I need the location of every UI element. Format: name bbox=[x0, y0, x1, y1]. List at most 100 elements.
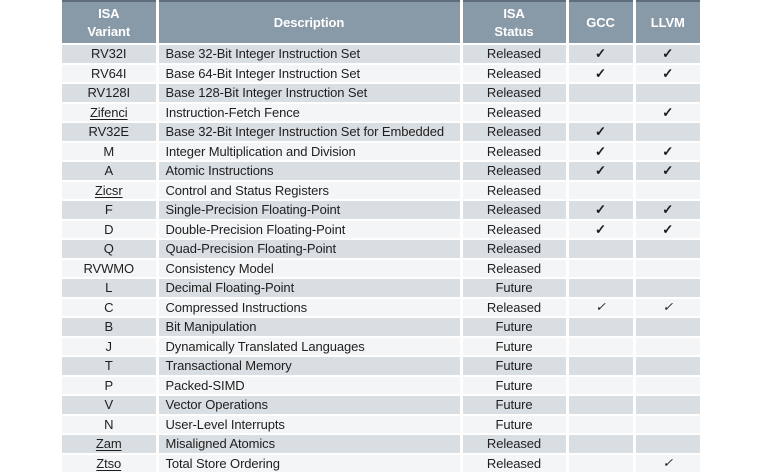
status-cell: Released bbox=[461, 141, 569, 162]
gcc-check-cell bbox=[567, 102, 636, 123]
column-header-isa-variant: ISA Variant bbox=[62, 1, 159, 45]
description-cell: Single-Precision Floating-Point bbox=[157, 200, 463, 221]
status-cell: Released bbox=[461, 102, 569, 123]
description-cell: Total Store Ordering bbox=[157, 453, 463, 474]
isa-variant-cell: Q bbox=[62, 239, 159, 260]
llvm-check-cell bbox=[634, 278, 700, 299]
description-cell: Dynamically Translated Languages bbox=[157, 336, 463, 357]
table-row: Zicsr Control and Status Registers Relea… bbox=[62, 180, 700, 201]
description-cell: Transactional Memory bbox=[157, 356, 463, 377]
check-icon: ✓ bbox=[662, 455, 673, 470]
check-icon: ✓ bbox=[594, 65, 607, 81]
llvm-check-cell bbox=[634, 180, 700, 201]
isa-variant-label: M bbox=[103, 143, 115, 159]
description-cell: Bit Manipulation bbox=[157, 317, 463, 338]
isa-variant-label: B bbox=[104, 319, 114, 335]
isa-variants-table: ISA Variant Description ISA Status GCC L… bbox=[62, 0, 700, 474]
gcc-check-cell bbox=[567, 278, 636, 299]
check-icon: ✓ bbox=[594, 202, 607, 218]
isa-variant-label: RV32E bbox=[88, 124, 130, 140]
table-row: L Decimal Floating-Point Future bbox=[62, 278, 700, 299]
isa-variant-label: Q bbox=[103, 241, 114, 257]
check-icon: ✓ bbox=[662, 221, 674, 237]
description-cell: Atomic Instructions bbox=[157, 161, 463, 182]
table-row: RVWMO Consistency Model Released bbox=[62, 258, 700, 279]
status-cell: Future bbox=[461, 278, 569, 299]
gcc-check-cell bbox=[567, 414, 636, 435]
gcc-check-cell: ✓ bbox=[567, 200, 636, 221]
table-row: C Compressed Instructions Released ✓ ✓ bbox=[62, 297, 700, 318]
status-cell: Future bbox=[461, 375, 569, 396]
gcc-check-cell bbox=[567, 395, 636, 416]
isa-variant-label: RV32I bbox=[91, 46, 127, 62]
table-row: V Vector Operations Future bbox=[62, 395, 700, 416]
llvm-check-cell: ✓ bbox=[634, 102, 700, 123]
gcc-check-cell bbox=[567, 239, 636, 260]
description-cell: Consistency Model bbox=[157, 258, 463, 279]
llvm-check-cell bbox=[634, 317, 700, 338]
table-row: N User-Level Interrupts Future bbox=[62, 414, 700, 435]
table-row: Zifenci Instruction-Fetch Fence Released… bbox=[62, 102, 700, 123]
table-row: A Atomic Instructions Released ✓ ✓ bbox=[62, 161, 700, 182]
gcc-check-cell bbox=[567, 180, 636, 201]
table-row: RV128I Base 128-Bit Integer Instruction … bbox=[62, 83, 700, 104]
table-row: Zam Misaligned Atomics Released bbox=[62, 434, 700, 455]
check-icon: ✓ bbox=[594, 163, 607, 179]
llvm-check-cell: ✓ bbox=[634, 141, 700, 162]
gcc-check-cell bbox=[567, 375, 636, 396]
status-cell: Future bbox=[461, 317, 569, 338]
isa-variant-label: V bbox=[104, 397, 114, 413]
isa-variant-label: L bbox=[105, 280, 113, 296]
table-row: J Dynamically Translated Languages Futur… bbox=[62, 336, 700, 357]
check-icon: ✓ bbox=[662, 299, 673, 314]
status-cell: Future bbox=[461, 336, 569, 357]
llvm-check-cell: ✓ bbox=[634, 219, 700, 240]
isa-variant-cell: C bbox=[62, 297, 159, 318]
table-row: T Transactional Memory Future bbox=[62, 356, 700, 377]
column-header-llvm: LLVM bbox=[634, 1, 700, 45]
status-cell: Released bbox=[461, 258, 569, 279]
table-row: F Single-Precision Floating-Point Releas… bbox=[62, 200, 700, 221]
isa-variant-label: RVWMO bbox=[83, 260, 135, 276]
description-cell: Vector Operations bbox=[157, 395, 463, 416]
table-row: Ztso Total Store Ordering Released ✓ bbox=[62, 453, 700, 474]
llvm-check-cell bbox=[634, 122, 700, 143]
table-header: ISA Variant Description ISA Status GCC L… bbox=[62, 1, 700, 45]
check-icon: ✓ bbox=[662, 46, 674, 62]
isa-variant-label: Zam bbox=[95, 436, 122, 452]
column-header-gcc: GCC bbox=[567, 1, 636, 45]
isa-variant-label: F bbox=[104, 202, 113, 218]
check-icon: ✓ bbox=[594, 221, 607, 237]
table-row: D Double-Precision Floating-Point Releas… bbox=[62, 219, 700, 240]
table-row: P Packed-SIMD Future bbox=[62, 375, 700, 396]
gcc-check-cell: ✓ bbox=[567, 297, 636, 318]
status-cell: Released bbox=[461, 239, 569, 260]
table-row: M Integer Multiplication and Division Re… bbox=[62, 141, 700, 162]
isa-variant-cell: P bbox=[62, 375, 159, 396]
description-cell: User-Level Interrupts bbox=[157, 414, 463, 435]
gcc-check-cell bbox=[567, 453, 636, 474]
description-cell: Decimal Floating-Point bbox=[157, 278, 463, 299]
gcc-check-cell: ✓ bbox=[567, 219, 636, 240]
table-row: RV32I Base 32-Bit Integer Instruction Se… bbox=[62, 44, 700, 65]
check-icon: ✓ bbox=[662, 163, 674, 179]
isa-variant-cell: RV32E bbox=[62, 122, 159, 143]
check-icon: ✓ bbox=[594, 46, 607, 62]
isa-variant-label: A bbox=[104, 163, 114, 179]
description-cell: Base 128-Bit Integer Instruction Set bbox=[157, 83, 463, 104]
description-cell: Instruction-Fetch Fence bbox=[157, 102, 463, 123]
isa-variant-label: T bbox=[104, 358, 113, 374]
gcc-check-cell bbox=[567, 356, 636, 377]
isa-variant-label: J bbox=[105, 338, 113, 354]
llvm-check-cell: ✓ bbox=[634, 297, 700, 318]
llvm-check-cell bbox=[634, 356, 700, 377]
isa-variant-cell: D bbox=[62, 219, 159, 240]
isa-variant-label: D bbox=[104, 221, 114, 237]
isa-variant-cell: N bbox=[62, 414, 159, 435]
status-cell: Released bbox=[461, 200, 569, 221]
gcc-check-cell bbox=[567, 317, 636, 338]
gcc-check-cell: ✓ bbox=[567, 141, 636, 162]
check-icon: ✓ bbox=[595, 299, 606, 314]
isa-variant-label: P bbox=[104, 377, 114, 393]
status-cell: Released bbox=[461, 180, 569, 201]
